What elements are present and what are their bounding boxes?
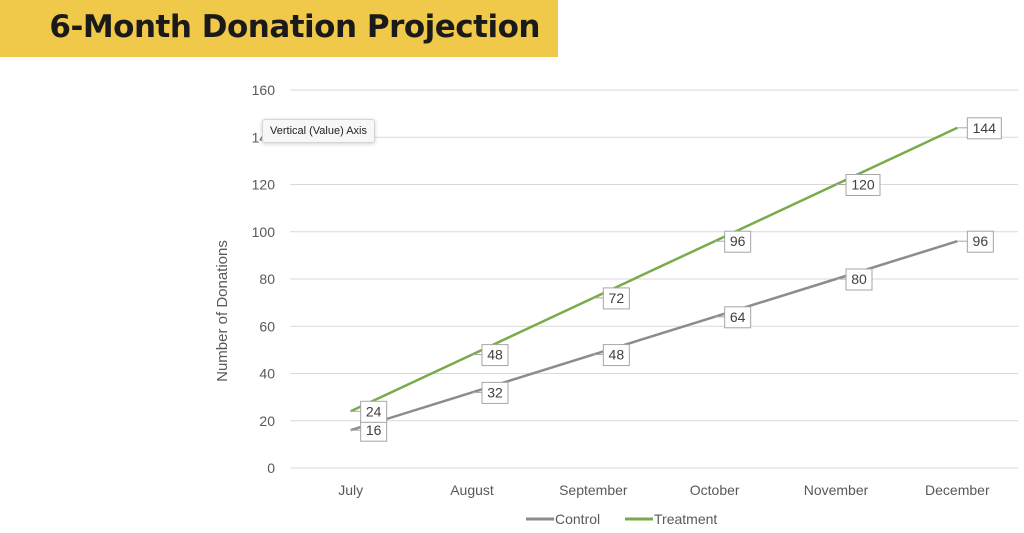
data-label-value: 64 xyxy=(730,309,746,325)
y-tick-label: 40 xyxy=(259,366,275,382)
title-banner: 6-Month Donation Projection xyxy=(0,0,558,57)
x-tick-label: August xyxy=(450,482,494,498)
data-label-value: 96 xyxy=(973,233,989,249)
data-label-value: 80 xyxy=(851,271,867,287)
data-label-box xyxy=(602,344,630,367)
y-tick-label: 100 xyxy=(252,224,276,240)
data-label-box xyxy=(966,117,1002,140)
y-tick-label: 80 xyxy=(259,271,275,287)
data-label-value: 48 xyxy=(609,347,625,363)
y-tick-label: 160 xyxy=(252,82,276,98)
x-tick-label: November xyxy=(804,482,869,498)
y-tick-label: 0 xyxy=(267,460,275,476)
data-label-box xyxy=(724,306,752,329)
data-label-value: 24 xyxy=(366,403,382,419)
x-tick-label: December xyxy=(925,482,990,498)
data-labels[interactable]: 16 32 48 64 80 96 24 48 72 96 120 144 xyxy=(350,117,1002,442)
data-label-value: 72 xyxy=(609,290,625,306)
data-label[interactable]: 48 xyxy=(472,344,509,367)
data-label[interactable]: 96 xyxy=(957,230,994,253)
data-label[interactable]: 80 xyxy=(836,268,873,291)
y-axis-title[interactable]: Number of Donations xyxy=(214,240,231,382)
data-label[interactable]: 16 xyxy=(350,419,388,442)
data-label[interactable]: 48 xyxy=(593,344,630,367)
data-label-box xyxy=(481,381,509,404)
data-label-value: 48 xyxy=(487,347,503,363)
data-label[interactable]: 24 xyxy=(350,400,388,423)
data-label-box xyxy=(845,174,881,196)
gridlines xyxy=(290,89,1018,469)
y-tick-label: 120 xyxy=(252,177,276,193)
data-label-box xyxy=(966,230,994,253)
legend-label: Treatment xyxy=(654,511,717,527)
data-label[interactable]: 120 xyxy=(836,174,881,196)
x-tick-label: October xyxy=(690,482,740,498)
data-label-box xyxy=(724,230,752,253)
data-label[interactable]: 72 xyxy=(593,287,630,310)
page-title: 6-Month Donation Projection xyxy=(49,9,540,45)
data-label-value: 16 xyxy=(366,422,382,438)
data-label-box xyxy=(845,268,873,291)
y-tick-label: 20 xyxy=(259,413,275,429)
data-label-value: 120 xyxy=(851,177,875,193)
x-axis-ticks[interactable]: July August September October November Decemb… xyxy=(338,482,990,498)
data-label[interactable]: 64 xyxy=(714,306,752,329)
data-label-value: 32 xyxy=(487,384,503,400)
data-label[interactable]: 32 xyxy=(472,381,509,404)
data-label-value: 96 xyxy=(730,233,746,249)
data-label-value: 144 xyxy=(973,120,997,136)
data-label[interactable]: 144 xyxy=(957,117,1002,140)
legend-label: Control xyxy=(555,511,600,527)
data-label[interactable]: 96 xyxy=(714,230,752,253)
axis-tooltip: Vertical (Value) Axis xyxy=(262,119,376,143)
data-label-box xyxy=(360,400,388,423)
legend[interactable]: Control Treatment xyxy=(526,511,717,527)
data-label-box xyxy=(602,287,630,310)
x-tick-label: September xyxy=(559,482,628,498)
data-label-box xyxy=(481,344,509,367)
x-tick-label: July xyxy=(338,482,363,498)
y-tick-label: 60 xyxy=(259,318,275,334)
